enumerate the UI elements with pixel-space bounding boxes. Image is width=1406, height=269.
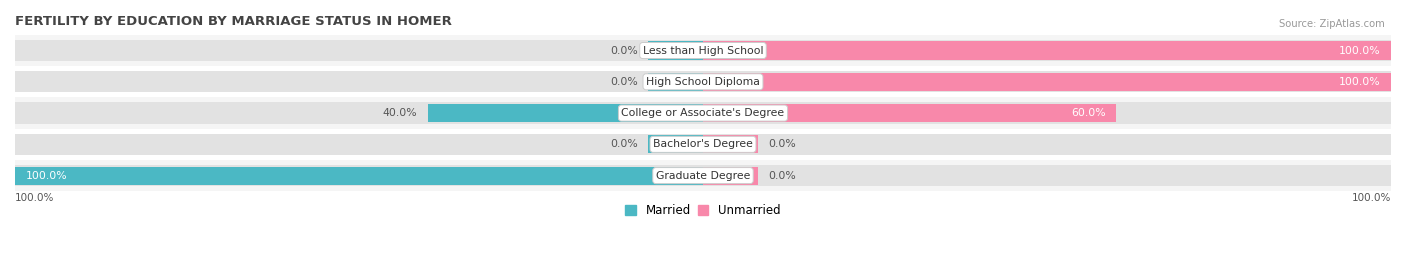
Bar xyxy=(703,135,758,153)
Bar xyxy=(427,104,703,122)
Legend: Married, Unmarried: Married, Unmarried xyxy=(620,200,786,222)
Text: High School Diploma: High School Diploma xyxy=(647,77,759,87)
Bar xyxy=(703,41,1391,60)
Text: 0.0%: 0.0% xyxy=(610,139,638,149)
Bar xyxy=(15,165,1391,186)
Text: College or Associate's Degree: College or Associate's Degree xyxy=(621,108,785,118)
Text: 100.0%: 100.0% xyxy=(1351,193,1391,203)
Text: 60.0%: 60.0% xyxy=(1071,108,1105,118)
Text: 0.0%: 0.0% xyxy=(768,139,796,149)
Text: Graduate Degree: Graduate Degree xyxy=(655,171,751,180)
Text: Source: ZipAtlas.com: Source: ZipAtlas.com xyxy=(1279,19,1385,29)
Bar xyxy=(648,135,703,153)
Bar xyxy=(648,41,703,60)
Bar xyxy=(648,73,703,91)
Bar xyxy=(15,40,1391,61)
Bar xyxy=(15,134,1391,155)
Bar xyxy=(15,102,1391,124)
Bar xyxy=(703,73,1391,91)
Bar xyxy=(15,102,1391,124)
Bar xyxy=(15,40,1391,61)
Text: 100.0%: 100.0% xyxy=(25,171,67,180)
Bar xyxy=(15,134,1391,155)
Text: Less than High School: Less than High School xyxy=(643,45,763,55)
Bar xyxy=(703,104,1116,122)
Text: 100.0%: 100.0% xyxy=(15,193,55,203)
Bar xyxy=(15,35,1391,66)
Bar xyxy=(15,129,1391,160)
Text: 0.0%: 0.0% xyxy=(610,77,638,87)
Text: 0.0%: 0.0% xyxy=(768,171,796,180)
Bar xyxy=(15,71,1391,93)
Text: Bachelor's Degree: Bachelor's Degree xyxy=(652,139,754,149)
Text: 100.0%: 100.0% xyxy=(1339,77,1381,87)
Text: 0.0%: 0.0% xyxy=(610,45,638,55)
Bar xyxy=(703,167,758,185)
Text: 100.0%: 100.0% xyxy=(1339,45,1381,55)
Bar xyxy=(15,66,1391,97)
Bar xyxy=(15,160,1391,191)
Bar xyxy=(15,71,1391,93)
Bar xyxy=(15,167,703,185)
Text: 40.0%: 40.0% xyxy=(382,108,418,118)
Bar xyxy=(15,165,1391,186)
Text: FERTILITY BY EDUCATION BY MARRIAGE STATUS IN HOMER: FERTILITY BY EDUCATION BY MARRIAGE STATU… xyxy=(15,15,451,28)
Bar xyxy=(15,97,1391,129)
